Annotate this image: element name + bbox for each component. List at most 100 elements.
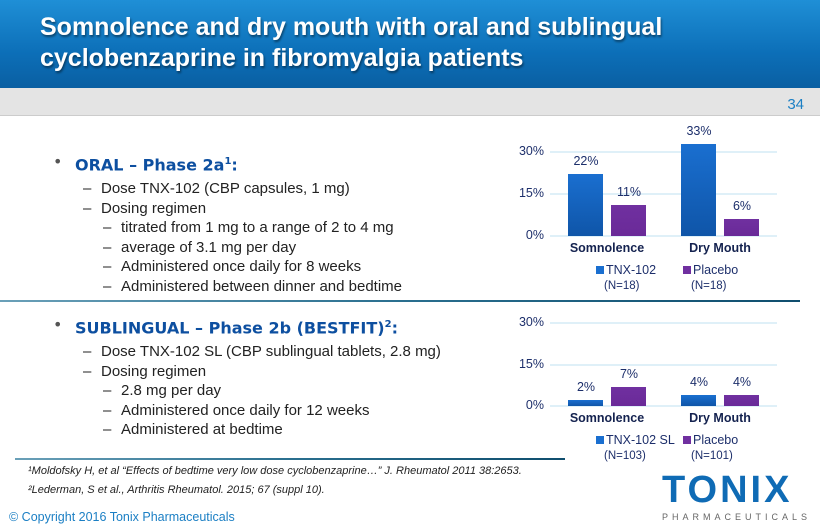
bar-placebo-dry-mouth [724, 219, 759, 236]
legend-label: TNX-102 SL [606, 433, 675, 447]
data-label: 2% [576, 380, 596, 395]
dash-icon: – [103, 219, 112, 236]
bullet-text: Administered once daily for 12 weeks [121, 401, 370, 419]
dash-icon: – [103, 421, 112, 438]
category-label: Somnolence [569, 241, 645, 255]
logo-sub: PHARMACEUTICALS [662, 512, 812, 522]
bullet-text: Administered at bedtime [121, 421, 283, 438]
section-divider [0, 300, 800, 302]
dash-icon: – [83, 180, 92, 197]
bar-placebo-somnolence [611, 205, 646, 236]
dash-icon: – [103, 238, 112, 256]
category-label: Dry Mouth [689, 241, 751, 255]
heading-colon: : [231, 155, 238, 175]
bullet-text: titrated from 1 mg to a range of 2 to 4 … [121, 219, 394, 236]
legend-label: Placebo [693, 433, 739, 447]
logo-word: TONIX [662, 469, 793, 511]
legend-item: TNX-102 SL [596, 433, 675, 447]
legend-swatch [596, 436, 604, 444]
sublingual-heading: • SUBLINGUAL – Phase 2b (BESTFIT)2: [53, 316, 398, 338]
legend-item: Placebo [683, 263, 738, 277]
y-tick-label: 15% [518, 356, 544, 371]
gridline [550, 235, 777, 237]
dash-icon: – [103, 277, 112, 295]
heading-colon: : [391, 318, 398, 338]
bullet-text: Administered between dinner and bedtime [121, 277, 403, 295]
title-banner: Somnolence and dry mouth with oral and s… [0, 0, 820, 88]
copyright: © Copyright 2016 Tonix Pharmaceuticals [9, 510, 235, 524]
bar-tnx-102-sl-dry-mouth [681, 394, 716, 406]
bullet-item: – Dosing regimen [83, 199, 207, 218]
bullet-item: – titrated from 1 mg to a range of 2 to 4… [103, 219, 394, 237]
bullet-item: – Administered once daily for 8 weeks [103, 258, 362, 276]
oral-heading: • ORAL – Phase 2a1: [53, 153, 238, 175]
gridline [550, 363, 777, 366]
dash-icon: – [103, 401, 112, 419]
page-number: 34 [787, 96, 804, 113]
y-tick-label: 15% [518, 186, 544, 200]
legend-n: (N=103) [604, 450, 646, 462]
data-label: 11% [616, 185, 642, 200]
bullet-item: – Dosing regimen [83, 362, 207, 381]
heading-sup: 1 [224, 156, 232, 167]
gridline [550, 322, 777, 324]
bar-placebo-dry-mouth [724, 394, 759, 406]
bullet-text: 2.8 mg per day [121, 382, 222, 399]
data-label: 6% [732, 199, 752, 214]
legend-swatch [596, 266, 604, 274]
dash-icon: – [83, 199, 92, 217]
dash-icon: – [103, 382, 112, 399]
gridline [550, 151, 777, 153]
y-tick-label: 0% [525, 228, 544, 242]
legend-label: Placebo [693, 263, 739, 277]
y-tick-label: 30% [518, 144, 544, 158]
bullet-text: Dosing regimen [101, 199, 207, 217]
dash-icon: – [83, 343, 92, 360]
heading-sup: 2 [384, 319, 392, 330]
bullet-item: – Administered once daily for 12 weeks [103, 401, 370, 420]
legend-n: (N=18) [691, 280, 727, 292]
category-label: Dry Mouth [689, 411, 751, 425]
bullet-item: –2.8 mg per day [103, 382, 222, 400]
legend-item: TNX-102 [596, 263, 656, 277]
tonix-logo: TONIX PHARMACEUTICALS [662, 469, 812, 522]
footnote-2: ²Lederman, S et al., Arthritis Rheumatol… [28, 484, 325, 496]
bar-tnx-102-dry-mouth [681, 143, 716, 236]
footnote-1: ¹Moldofsky H, et al “Effects of bedtime … [28, 465, 522, 477]
bullet-text: Dose TNX-102 (CBP capsules, 1 mg) [101, 180, 350, 197]
header-band [0, 88, 820, 116]
data-label: 7% [619, 366, 639, 381]
bullet-text: Dosing regimen [101, 362, 207, 380]
category-label: Somnolence [569, 411, 645, 425]
data-label: 33% [686, 123, 712, 138]
legend-swatch [683, 436, 691, 444]
data-label: 4% [689, 374, 709, 389]
data-label: 4% [732, 374, 752, 389]
heading-text: SUBLINGUAL – Phase 2b (BESTFIT) [75, 318, 385, 338]
legend-item: Placebo [683, 433, 738, 447]
y-tick-label: 0% [525, 398, 544, 412]
bullet-item: – Administered at bedtime [103, 421, 283, 439]
data-label: 22% [573, 154, 599, 169]
bar-tnx-102-somnolence [568, 174, 603, 236]
bar-tnx-102-sl-somnolence [568, 400, 603, 406]
gridline [550, 405, 777, 407]
bullet-item: – Dose TNX-102 (CBP capsules, 1 mg) [83, 180, 350, 198]
y-tick-label: 30% [518, 315, 544, 329]
bullet-item: – Dose TNX-102 SL (CBP sublingual tablets… [83, 343, 441, 361]
bullet-item: – Administered between dinner and bedtime [103, 277, 403, 296]
legend-swatch [683, 266, 691, 274]
bullet-text: average of 3.1 mg per day [121, 238, 297, 256]
bullet-text: Administered once daily for 8 weeks [121, 258, 362, 275]
bullet-dot: • [53, 152, 63, 171]
legend-n: (N=101) [691, 450, 733, 462]
footnote-divider [15, 458, 565, 460]
dash-icon: – [103, 258, 112, 275]
legend-label: TNX-102 [606, 263, 657, 277]
legend-n: (N=18) [604, 280, 640, 292]
bullet-dot: • [53, 315, 63, 334]
dash-icon: – [83, 362, 92, 380]
bar-placebo-somnolence [611, 386, 646, 406]
gridline [550, 193, 777, 195]
slide-title: Somnolence and dry mouth with oral and s… [40, 13, 663, 72]
